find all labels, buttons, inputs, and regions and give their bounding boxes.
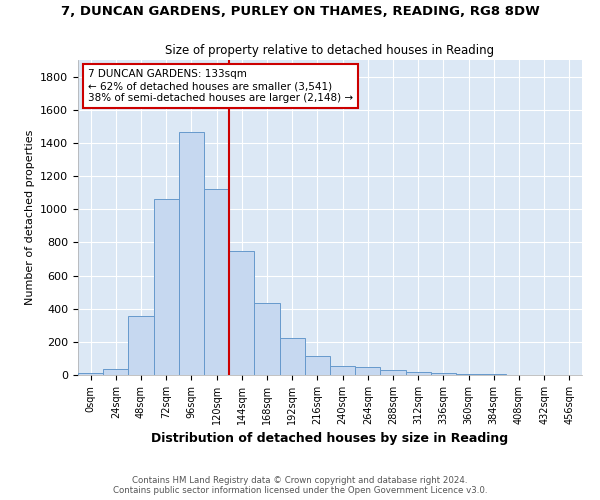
Bar — [179, 132, 204, 375]
Bar — [280, 338, 305, 375]
Bar — [355, 366, 380, 375]
Bar — [78, 372, 103, 375]
Bar — [103, 369, 128, 375]
Bar — [254, 303, 280, 375]
Bar — [456, 374, 481, 375]
Bar — [154, 200, 179, 375]
Text: 7, DUNCAN GARDENS, PURLEY ON THAMES, READING, RG8 8DW: 7, DUNCAN GARDENS, PURLEY ON THAMES, REA… — [61, 5, 539, 18]
Text: Contains HM Land Registry data © Crown copyright and database right 2024.
Contai: Contains HM Land Registry data © Crown c… — [113, 476, 487, 495]
Bar — [406, 372, 431, 375]
Bar — [380, 370, 406, 375]
Bar — [204, 190, 229, 375]
X-axis label: Distribution of detached houses by size in Reading: Distribution of detached houses by size … — [151, 432, 509, 446]
Bar — [330, 366, 355, 375]
Title: Size of property relative to detached houses in Reading: Size of property relative to detached ho… — [166, 44, 494, 58]
Bar — [431, 374, 456, 375]
Bar — [305, 356, 330, 375]
Bar — [481, 374, 506, 375]
Y-axis label: Number of detached properties: Number of detached properties — [25, 130, 35, 305]
Bar — [229, 252, 254, 375]
Text: 7 DUNCAN GARDENS: 133sqm
← 62% of detached houses are smaller (3,541)
38% of sem: 7 DUNCAN GARDENS: 133sqm ← 62% of detach… — [88, 70, 353, 102]
Bar — [128, 316, 154, 375]
